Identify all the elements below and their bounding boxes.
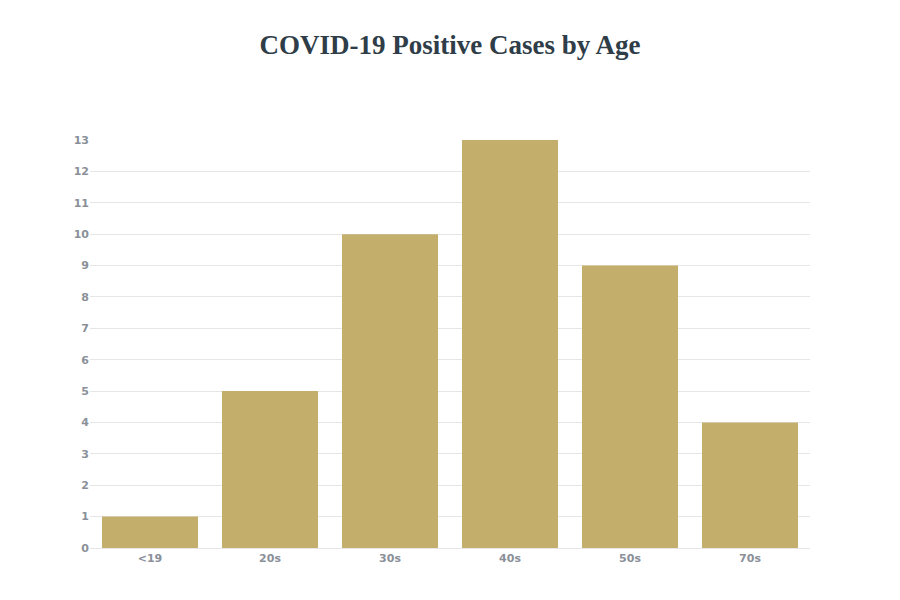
svg-text:7: 7 [81,322,89,335]
svg-text:COVID-19 Positive Cases by Age: COVID-19 Positive Cases by Age [260,30,641,60]
svg-text:50s: 50s [619,552,641,565]
svg-text:20s: 20s [259,552,281,565]
svg-text:1: 1 [81,510,89,523]
svg-text:3: 3 [81,448,89,461]
svg-text:<19: <19 [138,552,163,565]
svg-text:13: 13 [74,134,89,147]
svg-text:40s: 40s [499,552,521,565]
svg-text:2: 2 [81,479,89,492]
svg-text:5: 5 [81,385,89,398]
svg-text:9: 9 [81,259,89,272]
svg-text:11: 11 [74,197,89,210]
svg-text:6: 6 [81,354,89,367]
svg-text:8: 8 [81,291,89,304]
svg-text:30s: 30s [379,552,401,565]
svg-text:12: 12 [74,165,89,178]
svg-text:0: 0 [81,542,89,555]
svg-text:10: 10 [74,228,90,241]
svg-text:4: 4 [81,416,89,429]
svg-text:70s: 70s [739,552,761,565]
